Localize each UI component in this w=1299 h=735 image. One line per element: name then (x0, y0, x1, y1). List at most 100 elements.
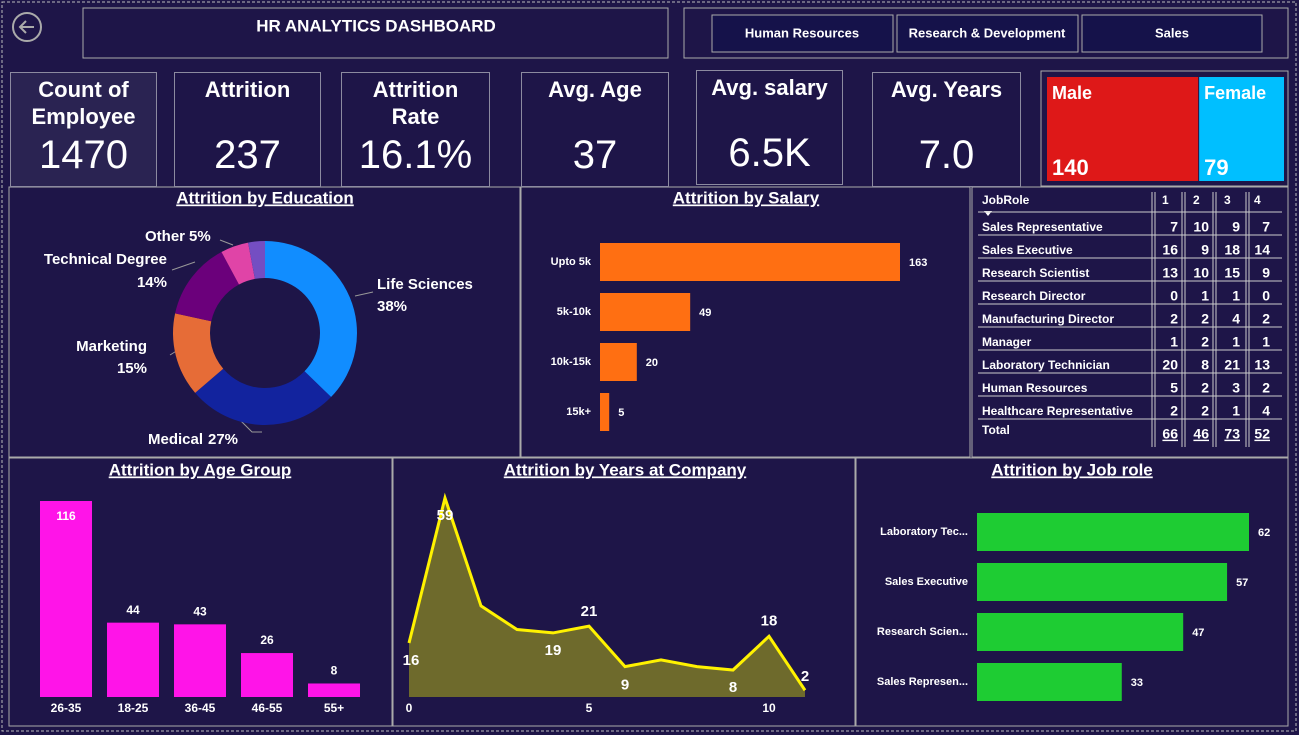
bar (600, 243, 900, 281)
x-tick-label: 10 (762, 701, 776, 715)
table-cell: 2 (1170, 403, 1178, 419)
y-category-label: 10k-15k (551, 356, 592, 368)
donut-slice (248, 241, 265, 279)
data-label: 49 (699, 307, 711, 319)
data-label: 18 (761, 612, 778, 629)
donut-slice (195, 368, 332, 425)
kpi-card: Count of Employee 1470 (10, 72, 157, 187)
y-category-label: Research Scien... (877, 626, 968, 638)
bar (977, 513, 1249, 551)
gender-box (1040, 70, 1289, 187)
table-header: 2 (1193, 193, 1200, 207)
gender-value: 140 (1052, 155, 1089, 180)
x-tick-label: 5 (586, 701, 593, 715)
gender-value: 79 (1204, 155, 1228, 180)
bar (977, 613, 1184, 651)
kpi-value: 1470 (39, 133, 128, 177)
table-cell: 13 (1162, 265, 1178, 281)
panel (392, 457, 856, 727)
slicer-box (683, 7, 1289, 59)
table-cell: Research Director (982, 289, 1086, 303)
chart-title: Attrition by Education (176, 188, 354, 207)
table-cell: 0 (1170, 288, 1178, 304)
kpi-value: 237 (214, 133, 281, 177)
data-label: 47 (1192, 627, 1204, 639)
table-cell: 9 (1262, 265, 1270, 281)
kpi-label: Count of Employee (31, 77, 136, 129)
donut-slice (221, 242, 255, 285)
slice-value: 5% (189, 228, 211, 245)
table-cell: 14 (1254, 242, 1270, 258)
leader-line (239, 419, 262, 433)
table-total: 73 (1224, 426, 1240, 442)
table-header: JobRole (982, 193, 1030, 207)
data-label: 8 (331, 664, 338, 678)
table-total: 52 (1254, 426, 1270, 442)
data-label: 19 (545, 642, 562, 659)
bar (174, 624, 226, 697)
table-cell: 0 (1262, 288, 1270, 304)
data-label: 26 (260, 633, 274, 647)
table-cell: Healthcare Representative (982, 404, 1133, 418)
table-cell: Sales Representative (982, 220, 1103, 234)
data-label: 163 (909, 257, 927, 269)
kpi-label: Avg. Age (548, 77, 642, 102)
bar (977, 663, 1122, 701)
slicer-button[interactable] (1081, 14, 1263, 53)
table-cell: 8 (1201, 357, 1209, 373)
kpi-label: Attrition Rate (372, 77, 459, 129)
table-cell: 1 (1170, 334, 1178, 350)
panel (971, 186, 1289, 458)
table-cell: 1 (1232, 288, 1240, 304)
leader-line (219, 239, 234, 246)
slicer-label: Human Resources (745, 25, 859, 40)
slice-label: Medical (148, 431, 203, 448)
table-cell: 9 (1201, 242, 1209, 258)
bar (107, 622, 159, 697)
slicer-button[interactable] (711, 14, 894, 53)
donut-slice (265, 241, 357, 398)
y-category-label: Sales Represen... (877, 676, 968, 688)
y-category-label: 15k+ (566, 406, 591, 418)
data-label: 57 (1236, 577, 1248, 589)
y-category-label: 5k-10k (557, 306, 592, 318)
table-total: 46 (1193, 426, 1209, 442)
table-cell: 2 (1201, 311, 1209, 327)
slice-value: 14% (137, 274, 167, 291)
data-label: 8 (729, 679, 737, 696)
table-cell: Manufacturing Director (982, 312, 1114, 326)
data-label: 16 (403, 652, 420, 669)
table-cell: 16 (1162, 242, 1178, 258)
bar (600, 343, 637, 381)
panel (8, 186, 521, 458)
line (407, 492, 807, 692)
table-total: Total (982, 423, 1010, 437)
chart-title: Attrition by Age Group (109, 460, 292, 479)
back-button[interactable] (12, 12, 42, 42)
x-category-label: 26-35 (51, 701, 82, 715)
kpi-value: 7.0 (918, 133, 975, 177)
x-tick-label: 0 (406, 701, 413, 715)
table-cell: 3 (1232, 380, 1240, 396)
kpi-label: Avg. salary (711, 75, 828, 100)
data-label: 116 (56, 509, 76, 523)
table-cell: Research Scientist (982, 266, 1089, 280)
slice-label: Marketing (76, 338, 147, 355)
back-arrow (18, 20, 34, 34)
table-cell: 1 (1262, 334, 1270, 350)
kpi-card: Avg. salary 6.5K (696, 70, 843, 185)
slicer-button[interactable] (896, 14, 1079, 53)
table-cell: 7 (1170, 219, 1178, 235)
table-cell: 2 (1262, 380, 1270, 396)
bar (600, 293, 691, 331)
table-cell: 2 (1170, 311, 1178, 327)
leader-line (354, 291, 374, 297)
data-label: 2 (801, 668, 809, 685)
kpi-label: Avg. Years (890, 77, 1003, 102)
table-cell: Laboratory Technician (982, 358, 1110, 372)
table-cell: Sales Executive (982, 243, 1073, 257)
gender-label: Male (1052, 83, 1092, 103)
table-cell: 2 (1201, 334, 1209, 350)
